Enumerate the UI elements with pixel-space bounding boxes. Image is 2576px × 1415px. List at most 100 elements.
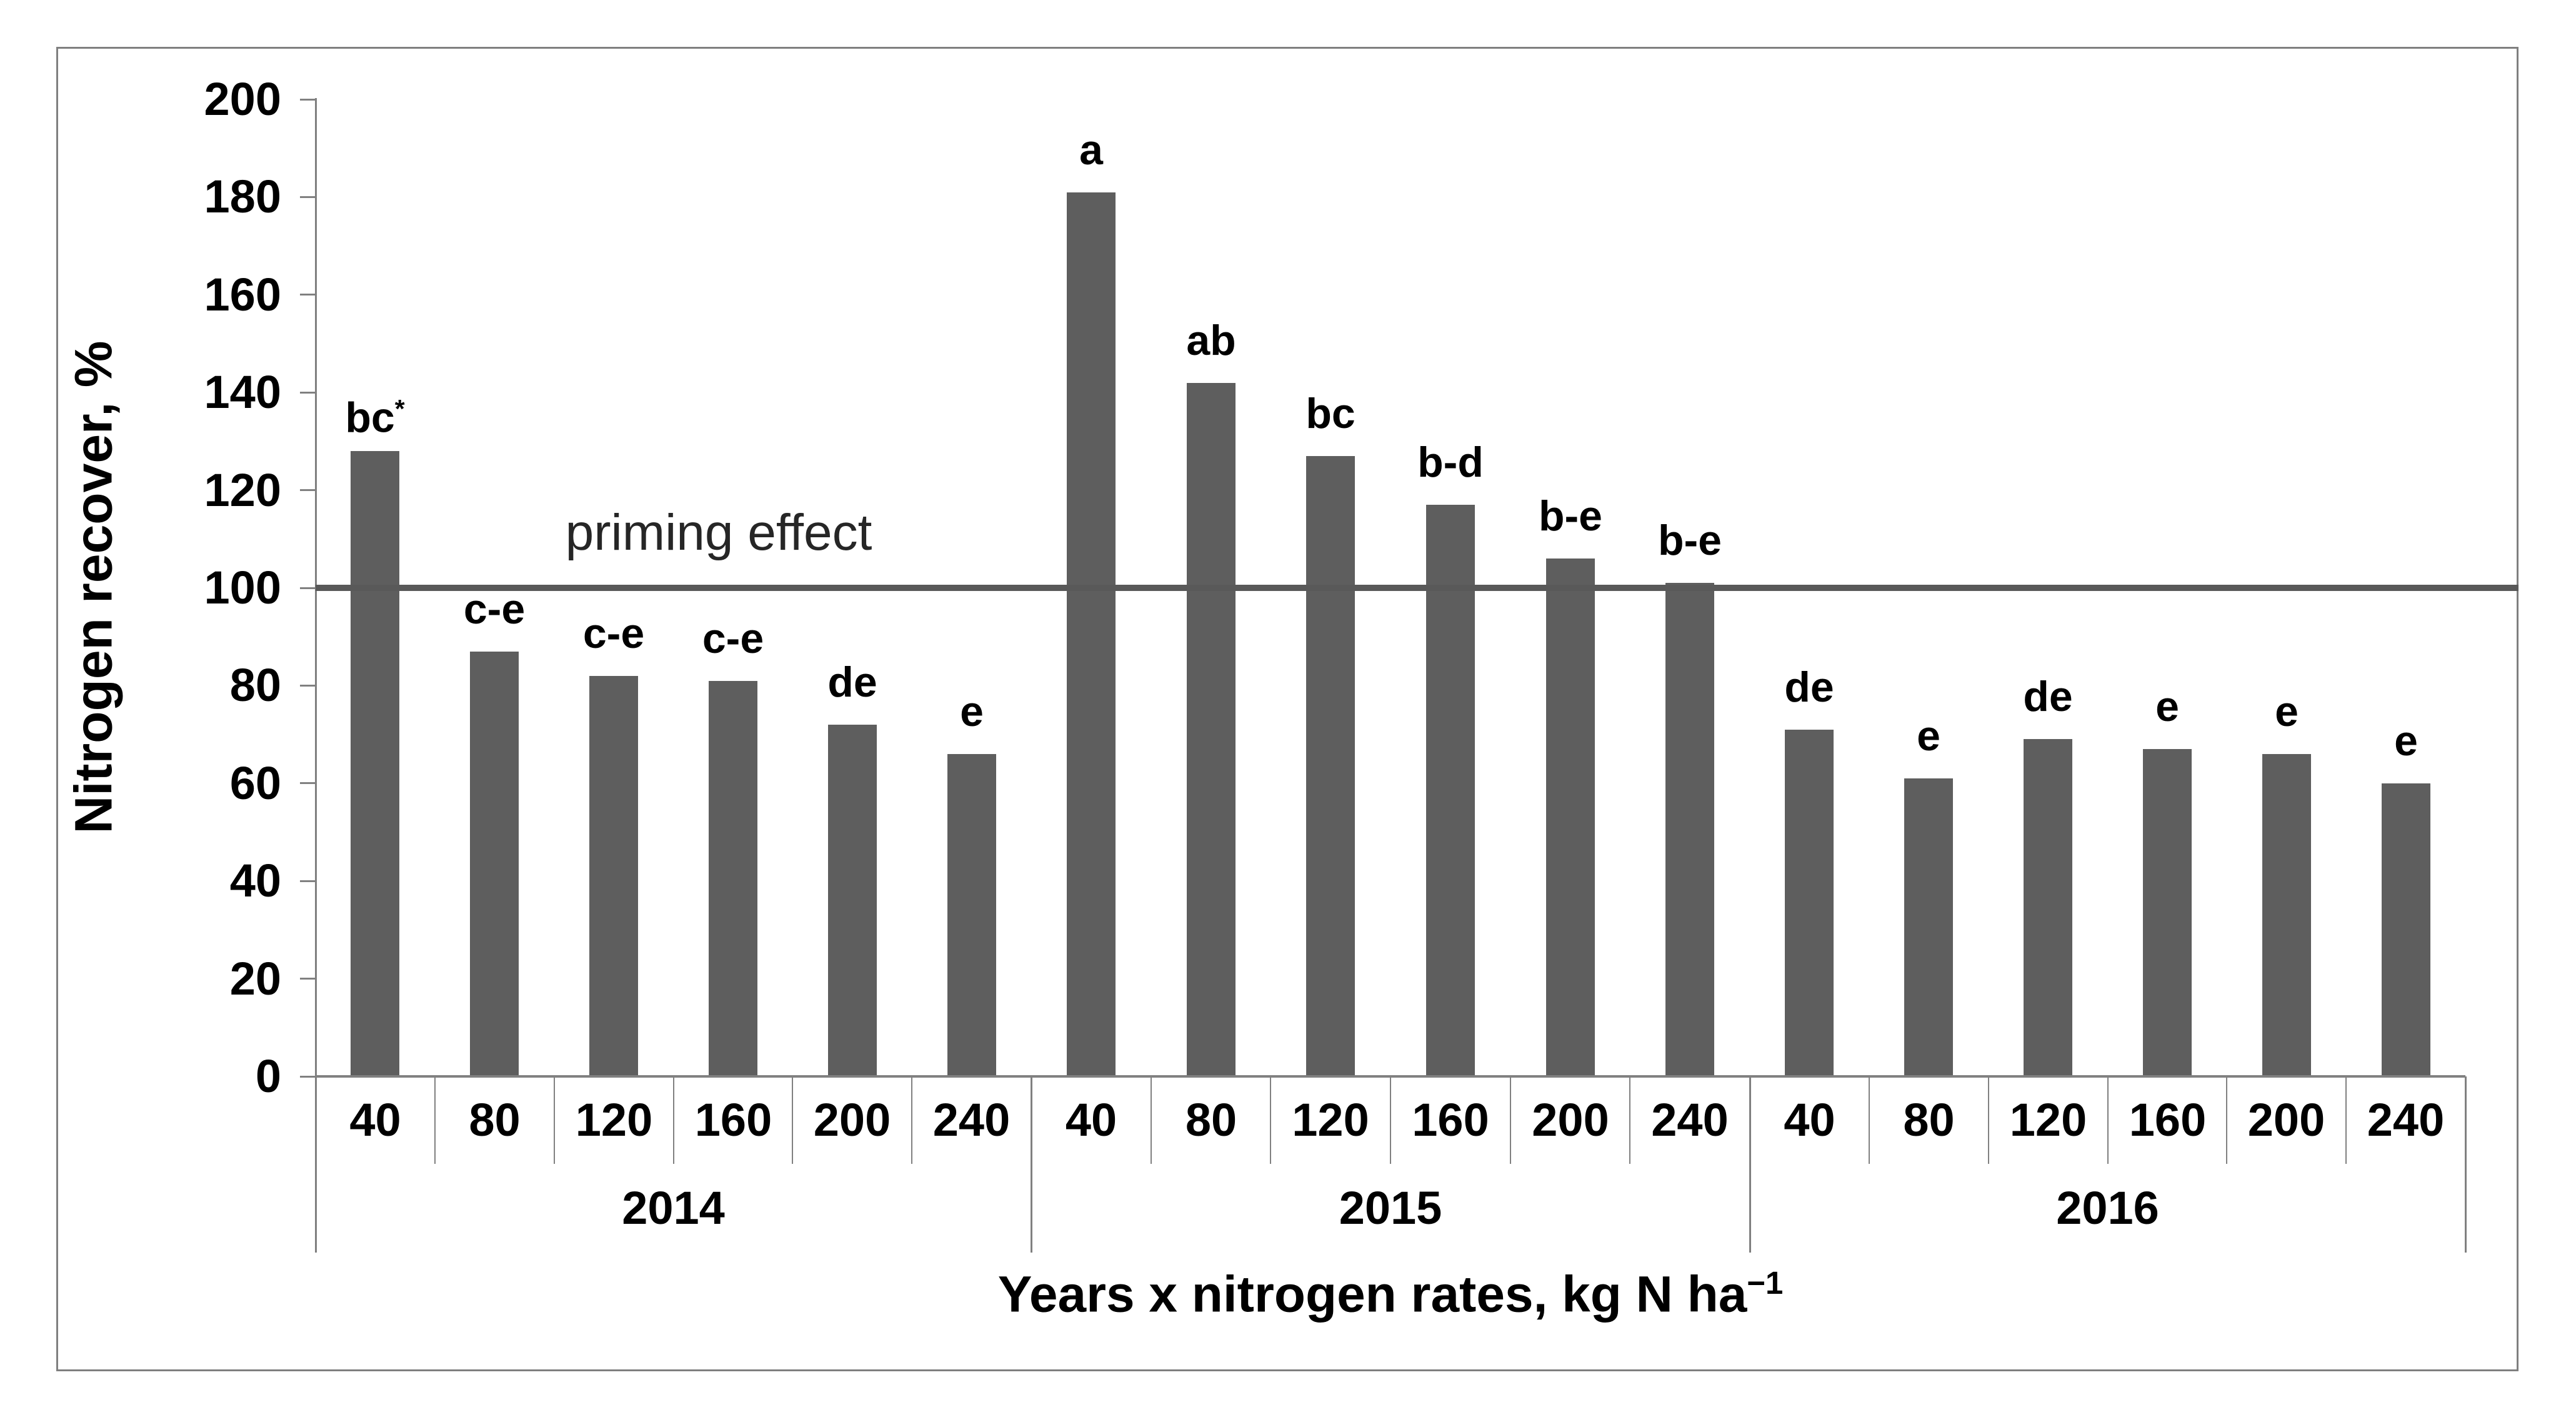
rate-separator (554, 1076, 555, 1164)
rate-label: 240 (932, 1094, 1011, 1146)
rate-separator (1629, 1076, 1630, 1164)
y-tick-label: 120 (204, 464, 281, 516)
reference-line-label: priming effect (565, 504, 872, 561)
rate-separator (1510, 1076, 1511, 1164)
y-tick-mark (300, 978, 316, 980)
bar-sig-label: de (827, 658, 877, 706)
rate-label: 120 (575, 1094, 653, 1146)
rate-separator (792, 1076, 793, 1164)
bar-sig-label: de (1784, 663, 1834, 711)
y-tick-label: 200 (204, 73, 281, 125)
bar (1426, 505, 1475, 1076)
rate-label: 80 (469, 1094, 521, 1146)
group-separator (1749, 1076, 1751, 1253)
bar (1187, 383, 1236, 1076)
bar-sig-label: de (2023, 673, 2073, 720)
rate-separator (2107, 1076, 2109, 1164)
significance-asterisk: * (394, 394, 405, 423)
y-tick-mark (300, 392, 316, 394)
rate-separator (1869, 1076, 1870, 1164)
bar-sig-label: e (2275, 688, 2299, 735)
y-tick-mark (300, 880, 316, 882)
bar (2262, 754, 2311, 1076)
rate-separator (434, 1076, 436, 1164)
bar (2143, 749, 2192, 1076)
rate-separator (1988, 1076, 1989, 1164)
rate-label: 240 (1651, 1094, 1729, 1146)
bar (1067, 192, 1116, 1076)
rate-label: 40 (349, 1094, 401, 1146)
x-axis-title-text: Years x nitrogen rates, kg N ha (997, 1266, 1747, 1323)
rate-label: 160 (694, 1094, 772, 1146)
bar (589, 676, 638, 1076)
bar-sig-label: b-e (1658, 517, 1722, 564)
year-label: 2014 (622, 1182, 725, 1234)
rate-separator (1151, 1076, 1152, 1164)
bar (828, 725, 877, 1076)
x-axis-line (316, 1075, 2465, 1078)
bar (947, 754, 996, 1076)
chart-frame (56, 47, 2519, 1371)
y-tick-label: 40 (229, 855, 281, 906)
y-tick-label: 180 (204, 171, 281, 222)
bar (351, 451, 399, 1076)
rate-label: 120 (1292, 1094, 1369, 1146)
bar-sig-label: e (960, 688, 984, 735)
rate-separator (1390, 1076, 1391, 1164)
y-tick-label: 60 (229, 757, 281, 809)
y-tick-label: 100 (204, 562, 281, 613)
reference-line (316, 585, 2519, 591)
rate-label: 160 (2129, 1094, 2207, 1146)
x-axis-title: Years x nitrogen rates, kg N ha−1 (316, 1254, 2465, 1323)
rate-separator (673, 1076, 674, 1164)
bar-sig-label: c-e (463, 585, 526, 633)
rate-label: 80 (1185, 1094, 1237, 1146)
bar-sig-label: bc (1305, 390, 1355, 437)
rate-separator (1270, 1076, 1271, 1164)
y-tick-mark (300, 294, 316, 295)
bar (470, 652, 519, 1076)
bar (709, 681, 757, 1076)
bar-sig-label: b-d (1417, 439, 1484, 486)
y-tick-label: 0 (255, 1050, 281, 1102)
y-axis-line (315, 98, 317, 1253)
year-label: 2015 (1339, 1182, 1442, 1234)
year-label: 2016 (2056, 1182, 2159, 1234)
bar-sig-label: c-e (702, 615, 764, 662)
bar-sig-label: c-e (582, 610, 645, 657)
y-tick-mark (300, 587, 316, 589)
group-separator (1031, 1076, 1032, 1253)
bar-sig-label: b-e (1539, 492, 1602, 540)
rate-label: 200 (2247, 1094, 2325, 1146)
rate-separator (2345, 1076, 2347, 1164)
rate-label: 40 (1065, 1094, 1117, 1146)
y-tick-label: 160 (204, 269, 281, 320)
y-tick-mark (300, 1076, 316, 1078)
y-tick-mark (300, 489, 316, 491)
bar (1785, 730, 1834, 1076)
bar-sig-label: a (1079, 126, 1103, 174)
y-tick-mark (300, 685, 316, 687)
rate-label: 160 (1412, 1094, 1489, 1146)
bar-sig-label: ab (1186, 317, 1236, 364)
bar-sig-label: e (2155, 683, 2179, 730)
rate-label: 80 (1903, 1094, 1955, 1146)
y-tick-label: 20 (229, 953, 281, 1005)
rate-label: 200 (1532, 1094, 1609, 1146)
group-separator (2465, 1076, 2467, 1253)
bar (1665, 583, 1714, 1076)
rate-label: 120 (2009, 1094, 2087, 1146)
y-tick-mark (300, 196, 316, 198)
rate-label: 240 (2367, 1094, 2445, 1146)
rate-separator (2226, 1076, 2227, 1164)
rate-label: 200 (813, 1094, 891, 1146)
bar-sig-label: e (2394, 717, 2418, 765)
bar (1546, 559, 1595, 1076)
bar (2382, 783, 2430, 1076)
y-tick-label: 80 (229, 659, 281, 711)
bar-sig-label: e (1917, 712, 1940, 760)
bar (1904, 778, 1953, 1076)
bar-sig-label: bc* (345, 394, 405, 442)
